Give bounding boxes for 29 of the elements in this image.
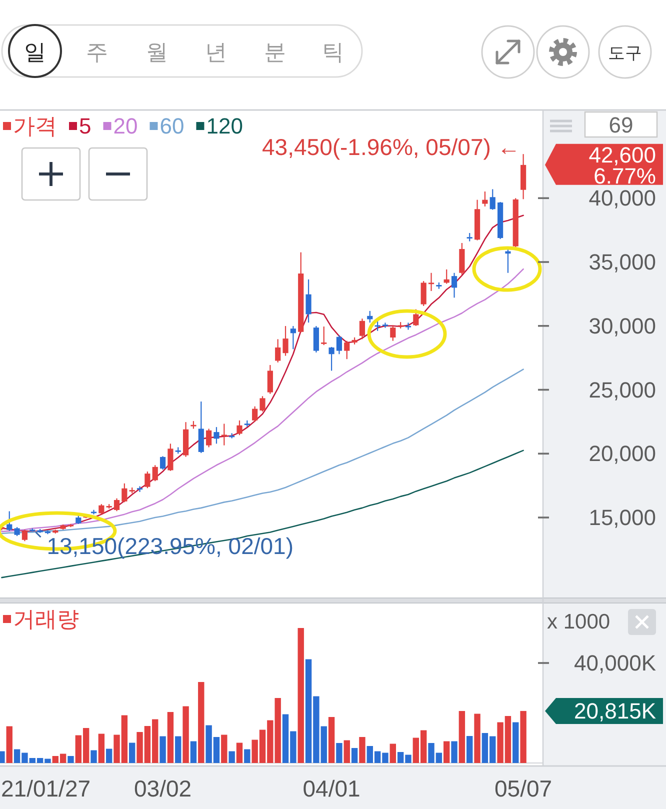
- legend-label: 5: [79, 114, 92, 138]
- x-tick-label: 03/02: [134, 776, 192, 802]
- y-tick-label: 20,000: [588, 441, 656, 466]
- annotation: 20,815K: [574, 698, 656, 724]
- y-tick-label: 15,000: [588, 505, 656, 530]
- text: 년: [205, 40, 227, 64]
- legend-label: 가격: [13, 114, 57, 138]
- text: 주: [86, 40, 108, 64]
- text: 일: [24, 40, 46, 64]
- text: 42,600: [588, 142, 656, 168]
- text: 69: [608, 112, 634, 138]
- text: 월: [146, 40, 168, 64]
- y-tick-label: 30,000: [588, 313, 656, 338]
- legend-label: 20: [113, 114, 138, 138]
- y-tick-label: 35,000: [588, 250, 656, 275]
- text: 분: [264, 40, 286, 64]
- text: 도구: [608, 44, 642, 62]
- y-tick-label: 40,000K: [574, 650, 656, 676]
- text: 틱: [322, 40, 344, 64]
- text: 21/01/27: [1, 776, 91, 802]
- legend: 거래량: [3, 606, 79, 632]
- x-tick-label: 05/07: [494, 776, 552, 802]
- y-tick-label: 25,000: [588, 377, 656, 402]
- y-tick-label: 40,000: [588, 186, 656, 211]
- x-tick-label: 04/01: [302, 776, 360, 802]
- legend-label: 120: [206, 114, 243, 138]
- y-axis-title: x 1000: [547, 610, 610, 634]
- annotation: 43,450(-1.96%, 05/07) ←: [262, 134, 520, 160]
- legend-label: 60: [160, 114, 184, 138]
